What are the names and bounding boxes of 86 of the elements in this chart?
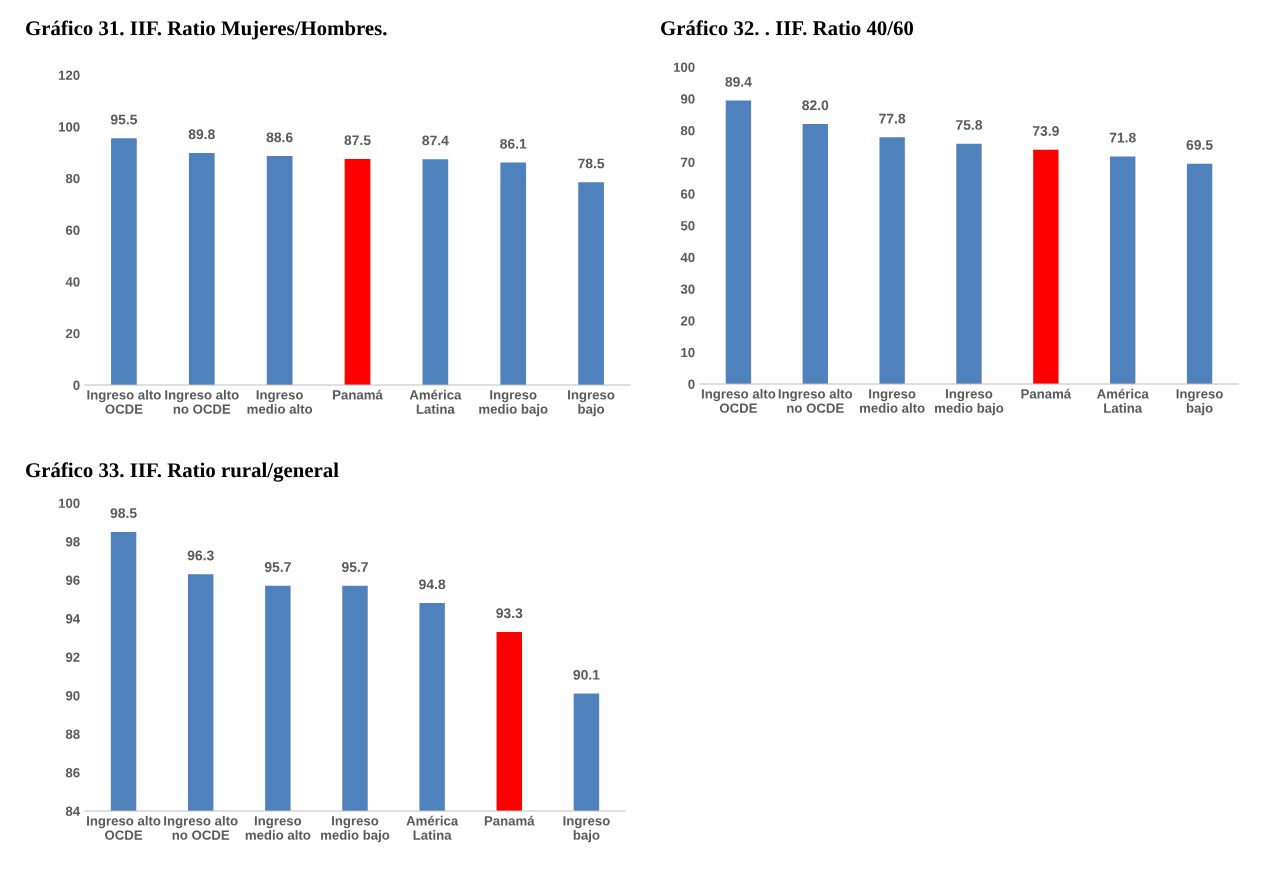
x-tick-label: América Latina bbox=[1097, 388, 1149, 413]
y-tick-label: 84 bbox=[65, 806, 81, 816]
bar bbox=[802, 124, 828, 384]
x-tick-label: Ingreso medio alto bbox=[247, 390, 313, 414]
y-tick-label: 94 bbox=[65, 614, 81, 624]
x-tick-label: Ingreso medio bajo bbox=[321, 816, 390, 843]
bar bbox=[111, 138, 137, 385]
x-tick-label: Panamá bbox=[1021, 388, 1072, 399]
bar bbox=[1186, 163, 1213, 384]
y-tick-label: 10 bbox=[681, 347, 695, 358]
x-tick-label: Ingreso medio bajo bbox=[479, 390, 548, 417]
y-tick-label: 0 bbox=[73, 380, 80, 390]
data-label: 89.8 bbox=[188, 129, 215, 140]
y-tick-label: 96 bbox=[65, 575, 80, 585]
bar bbox=[266, 156, 293, 385]
y-tick-label: 50 bbox=[680, 221, 695, 231]
y-tick-label: 90 bbox=[65, 691, 80, 701]
data-label: 96.3 bbox=[187, 550, 214, 561]
y-tick-label: 98 bbox=[65, 537, 80, 547]
bar bbox=[422, 159, 449, 385]
bar bbox=[1110, 156, 1136, 384]
data-label: 77.8 bbox=[879, 113, 906, 124]
x-tick-label: Ingreso alto no OCDE bbox=[164, 815, 238, 840]
y-tick-label: 40 bbox=[680, 252, 695, 263]
data-label: 93.3 bbox=[496, 608, 523, 619]
y-tick-label: 80 bbox=[680, 125, 695, 136]
data-label: 86.1 bbox=[500, 138, 527, 149]
bar bbox=[725, 100, 752, 384]
y-tick-label: 100 bbox=[673, 62, 695, 72]
data-label: 73.9 bbox=[1032, 126, 1059, 136]
y-tick-label: 120 bbox=[58, 70, 80, 80]
chart-title: Gráfico 32. . IIF. Ratio 40/60 bbox=[661, 20, 914, 36]
x-tick-label: Ingreso bajo bbox=[563, 816, 610, 843]
y-tick-label: 100 bbox=[58, 122, 80, 132]
x-tick-label: Ingreso alto OCDE bbox=[701, 388, 776, 413]
data-label: 69.5 bbox=[1186, 139, 1213, 150]
data-label: 95.5 bbox=[110, 114, 138, 125]
y-tick-label: 70 bbox=[681, 157, 695, 168]
y-tick-label: 80 bbox=[65, 173, 80, 184]
x-tick-label: Ingreso medio bajo bbox=[935, 389, 1004, 416]
y-tick-label: 60 bbox=[65, 225, 80, 235]
x-tick-label: Ingreso medio alto bbox=[245, 816, 311, 840]
x-tick-label: Ingreso alto no OCDE bbox=[165, 389, 239, 414]
chart-title: Gráfico 31. IIF. Ratio Mujeres/Hombres. bbox=[26, 20, 387, 40]
data-label: 90.1 bbox=[573, 669, 600, 680]
y-tick-label: 40 bbox=[65, 277, 80, 287]
bar bbox=[956, 143, 982, 384]
y-tick-label: 0 bbox=[688, 379, 695, 389]
y-tick-label: 60 bbox=[680, 189, 695, 199]
data-label: 88.6 bbox=[266, 132, 293, 143]
x-tick-label: Ingreso medio alto bbox=[860, 389, 925, 413]
y-tick-label: 30 bbox=[680, 284, 695, 294]
bar bbox=[188, 153, 215, 385]
x-tick-label: Ingreso alto OCDE bbox=[87, 815, 161, 840]
data-label: 98.5 bbox=[110, 508, 137, 519]
y-tick-label: 90 bbox=[680, 94, 695, 104]
data-label: 95.7 bbox=[341, 562, 368, 572]
data-label: 78.5 bbox=[578, 158, 605, 169]
y-tick-label: 92 bbox=[65, 652, 80, 662]
x-tick-label: América Latina bbox=[406, 815, 459, 840]
y-tick-label: 88 bbox=[65, 729, 80, 739]
data-label: 95.7 bbox=[264, 562, 291, 572]
y-tick-label: 20 bbox=[65, 328, 80, 339]
data-label: 75.8 bbox=[956, 120, 983, 130]
bar bbox=[500, 162, 527, 385]
data-label: 87.4 bbox=[422, 135, 449, 146]
x-tick-label: Ingreso alto no OCDE bbox=[778, 388, 853, 413]
bar bbox=[578, 182, 604, 385]
x-tick-label: Ingreso bajo bbox=[568, 390, 615, 417]
x-tick-label: Panamá bbox=[333, 389, 383, 400]
x-tick-label: Ingreso alto OCDE bbox=[87, 389, 161, 414]
bar bbox=[1033, 149, 1059, 384]
data-label: 89.4 bbox=[725, 76, 752, 87]
data-label: 87.5 bbox=[344, 135, 371, 146]
y-tick-label: 20 bbox=[680, 316, 695, 326]
data-label: 71.8 bbox=[1109, 132, 1136, 143]
bar bbox=[879, 137, 905, 384]
chart-title: Gráfico 33. IIF. Ratio rural/general bbox=[26, 462, 339, 482]
y-tick-label: 100 bbox=[58, 498, 80, 508]
data-label: 94.8 bbox=[419, 579, 446, 590]
bar bbox=[344, 158, 371, 385]
data-label: 82.0 bbox=[802, 100, 829, 111]
x-tick-label: Panamá bbox=[484, 815, 535, 826]
x-tick-label: Ingreso bajo bbox=[1176, 389, 1223, 416]
y-tick-label: 86 bbox=[65, 768, 80, 778]
x-tick-label: América Latina bbox=[409, 389, 462, 414]
